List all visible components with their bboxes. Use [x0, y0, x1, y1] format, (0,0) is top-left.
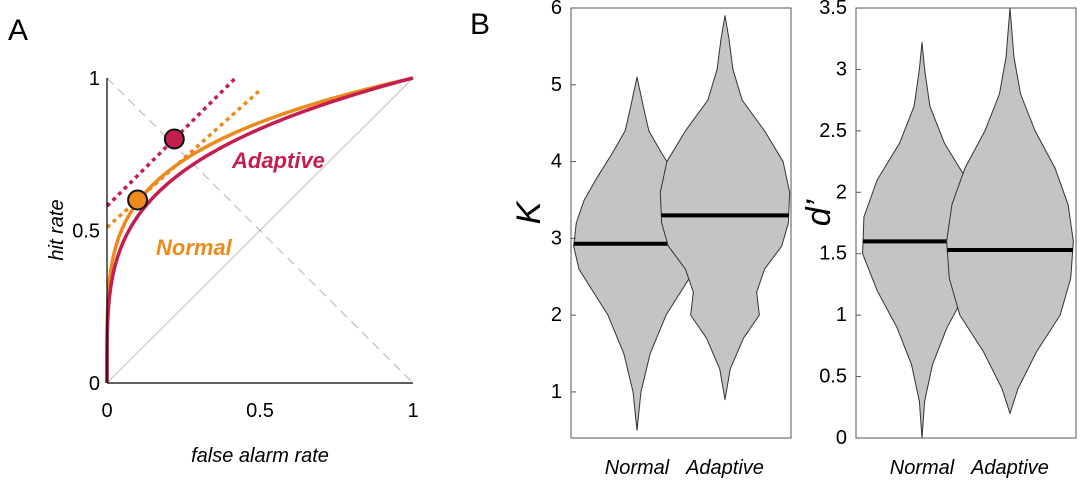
- roc-x-tick-label: 1: [407, 400, 418, 422]
- panel-label-a: A: [8, 14, 28, 47]
- k-violin-chart: 1 2 3 4 5 6 Normal Adaptive K: [510, 0, 792, 479]
- roc-x-tick-label: 0: [101, 400, 112, 422]
- dprime-y-tick-label: 1: [836, 304, 847, 326]
- dprime-violin-chart: 0 0.5 1 1.5 2 2.5 3 3.5 Normal Adaptive d’: [800, 0, 1077, 479]
- dprime-axes: 0 0.5 1 1.5 2 2.5 3 3.5 Normal Adaptive: [819, 0, 1077, 479]
- normal-roc-curve: [105, 76, 414, 384]
- roc-y-tick-label: 0.5: [72, 221, 100, 243]
- normal-operating-point: [127, 189, 149, 211]
- roc-axes: 0 0.5 1 0 0.5 1: [72, 68, 418, 422]
- k-x-tick-label: Adaptive: [685, 457, 764, 479]
- adaptive-roc-curve: [105, 76, 414, 384]
- dprime-plot-frame: [855, 7, 1077, 439]
- adaptive-operating-point: [163, 128, 185, 150]
- k-violin-adaptive: [659, 15, 791, 401]
- dprime-y-tick-label: 0.5: [819, 366, 847, 388]
- roc-y-tick-label: 1: [89, 68, 100, 90]
- dprime-y-tick-label: 1.5: [819, 243, 847, 265]
- k-x-tick-label: Normal: [605, 457, 670, 479]
- adaptive-curve-label: Adaptive: [231, 148, 325, 173]
- dprime-y-tick-label: 2.5: [819, 120, 847, 142]
- roc-chart: 0 0.5 1 0 0.5 1 false alarm rate hit rate Ada…: [46, 68, 419, 467]
- dprime-x-tick-label: Adaptive: [970, 457, 1049, 479]
- dprime-y-axis-label: d’: [800, 199, 838, 226]
- negative-diagonal: [106, 77, 414, 384]
- roc-reference-lines: [106, 77, 414, 384]
- roc-x-tick-label: 0.5: [246, 400, 274, 422]
- k-plot-frame: [570, 7, 792, 439]
- dprime-y-tick-label: 0: [836, 427, 847, 449]
- panel-label-b: B: [470, 8, 490, 41]
- dprime-y-tick-label: 3: [836, 58, 847, 80]
- dprime-violin-adaptive: [946, 7, 1074, 414]
- dprime-y-tick-label: 2: [836, 181, 847, 203]
- k-y-tick-label: 6: [551, 0, 562, 19]
- k-y-tick-label: 2: [551, 304, 562, 326]
- k-y-tick-label: 4: [551, 151, 562, 173]
- k-axes: 1 2 3 4 5 6 Normal Adaptive: [551, 0, 792, 479]
- dprime-violins: [862, 7, 1074, 439]
- k-violins: [573, 15, 791, 431]
- roc-y-axis-label: hit rate: [46, 199, 68, 260]
- dprime-y-tick-label: 3.5: [819, 0, 847, 19]
- dprime-x-tick-label: Normal: [890, 457, 955, 479]
- roc-x-axis-label: false alarm rate: [191, 445, 329, 467]
- k-y-tick-label: 3: [551, 227, 562, 249]
- normal-curve-label: Normal: [156, 235, 233, 260]
- k-y-tick-label: 5: [551, 74, 562, 96]
- k-y-axis-label: K: [510, 200, 548, 224]
- roc-curves: [105, 76, 414, 384]
- k-y-tick-label: 1: [551, 381, 562, 403]
- roc-y-tick-label: 0: [89, 373, 100, 395]
